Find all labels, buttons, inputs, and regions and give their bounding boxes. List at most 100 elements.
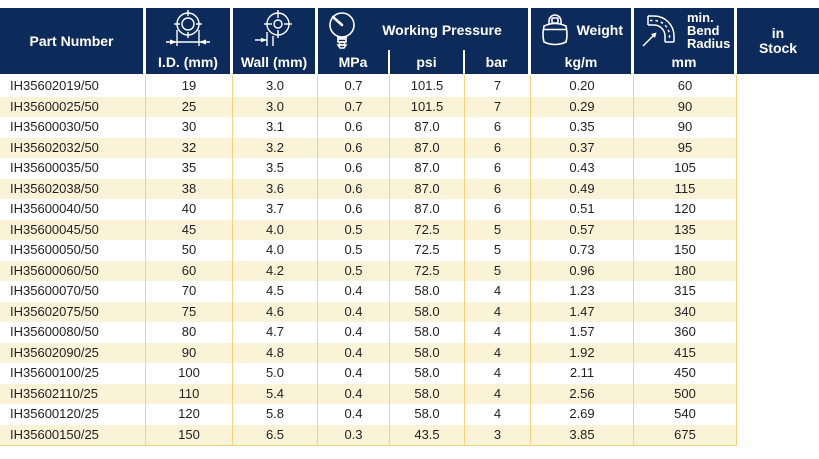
cell-kgm: 2.11	[531, 363, 634, 384]
cell-id: 35	[146, 158, 233, 179]
table-row: IH35600040/50 40 3.7 0.6 87.0 6 0.51 120	[0, 199, 819, 220]
cell-mm: 540	[634, 404, 737, 425]
hose-spec-table: Part Number	[0, 8, 819, 446]
cell-part: IH35600030/50	[0, 117, 146, 138]
cell-bar: 5	[465, 219, 531, 240]
cell-part: IH35600070/50	[0, 281, 146, 302]
cell-id: 38	[146, 178, 233, 199]
column-header-bar: bar	[465, 50, 531, 76]
table-row: IH35600045/50 45 4.0 0.5 72.5 5 0.57 135	[0, 219, 819, 240]
cell-mm: 675	[634, 424, 737, 446]
cell-mm: 450	[634, 363, 737, 384]
cell-bar: 4	[465, 404, 531, 425]
cell-kgm: 1.23	[531, 281, 634, 302]
table-row: IH35600070/50 70 4.5 0.4 58.0 4 1.23 315	[0, 281, 819, 302]
cell-kgm: 1.47	[531, 301, 634, 322]
cell-part: IH35600100/25	[0, 363, 146, 384]
cell-psi: 72.5	[390, 240, 465, 261]
weight-label: Weight	[576, 22, 623, 38]
cell-wall: 3.7	[233, 199, 318, 220]
cell-id: 32	[146, 137, 233, 158]
cell-stock	[737, 219, 819, 240]
cell-mm: 135	[634, 219, 737, 240]
cell-bar: 7	[465, 76, 531, 97]
table-row: IH35600120/25 120 5.8 0.4 58.0 4 2.69 540	[0, 404, 819, 425]
cell-mpa: 0.4	[318, 383, 390, 404]
table-row: IH35600035/50 35 3.5 0.6 87.0 6 0.43 105	[0, 158, 819, 179]
cell-mm: 500	[634, 383, 737, 404]
bend-radius-icon	[640, 10, 682, 50]
cell-stock	[737, 158, 819, 179]
table-body: IH35602019/50 19 3.0 0.7 101.5 7 0.20 60 IH35600…	[0, 76, 819, 446]
table-row: IH35600100/25 100 5.0 0.4 58.0 4 2.11 450	[0, 363, 819, 384]
cell-mpa: 0.7	[318, 76, 390, 97]
cell-stock	[737, 117, 819, 138]
cell-part: IH35602090/25	[0, 342, 146, 363]
cell-part: IH35602032/50	[0, 137, 146, 158]
cell-bar: 6	[465, 137, 531, 158]
table-header: Part Number	[0, 8, 819, 76]
pressure-gauge-icon	[324, 11, 360, 49]
cell-wall: 3.2	[233, 137, 318, 158]
cell-stock	[737, 342, 819, 363]
cell-mm: 60	[634, 76, 737, 97]
cell-part: IH35600045/50	[0, 219, 146, 240]
bend-radius-label: min. Bend Radius	[687, 9, 731, 51]
cell-part: IH35600120/25	[0, 404, 146, 425]
cell-bar: 6	[465, 199, 531, 220]
cell-bar: 3	[465, 424, 531, 446]
cell-psi: 58.0	[390, 322, 465, 343]
column-header-part-number: Part Number	[0, 8, 146, 76]
table-row: IH35600060/50 60 4.2 0.5 72.5 5 0.96 180	[0, 260, 819, 281]
cell-id: 110	[146, 383, 233, 404]
cell-mpa: 0.5	[318, 219, 390, 240]
cell-mpa: 0.4	[318, 404, 390, 425]
cell-wall: 3.0	[233, 96, 318, 117]
cell-psi: 72.5	[390, 260, 465, 281]
cell-stock	[737, 281, 819, 302]
cell-id: 60	[146, 260, 233, 281]
cell-kgm: 0.37	[531, 137, 634, 158]
cell-kgm: 3.85	[531, 424, 634, 446]
cell-mm: 105	[634, 158, 737, 179]
cell-psi: 58.0	[390, 363, 465, 384]
column-header-psi: psi	[390, 50, 465, 76]
cell-mpa: 0.4	[318, 281, 390, 302]
cell-id: 75	[146, 301, 233, 322]
cell-mm: 95	[634, 137, 737, 158]
column-header-weight: Weight	[531, 8, 634, 50]
cell-kgm: 0.51	[531, 199, 634, 220]
table-row: IH35600030/50 30 3.1 0.6 87.0 6 0.35 90	[0, 117, 819, 138]
cell-stock	[737, 383, 819, 404]
cell-kgm: 0.29	[531, 96, 634, 117]
cell-mpa: 0.4	[318, 301, 390, 322]
cell-mpa: 0.3	[318, 424, 390, 446]
column-header-mpa: MPa	[318, 50, 390, 76]
cell-part: IH35600150/25	[0, 424, 146, 446]
cell-kgm: 2.56	[531, 383, 634, 404]
cell-stock	[737, 178, 819, 199]
cell-psi: 87.0	[390, 178, 465, 199]
cell-stock	[737, 424, 819, 446]
column-header-working-pressure-group: Working Pressure	[318, 8, 531, 50]
cell-id: 25	[146, 96, 233, 117]
cell-bar: 4	[465, 322, 531, 343]
weight-icon	[537, 12, 573, 48]
cell-wall: 4.5	[233, 281, 318, 302]
column-header-mm: mm	[634, 50, 737, 76]
cell-psi: 58.0	[390, 301, 465, 322]
cell-id: 50	[146, 240, 233, 261]
cell-kgm: 0.96	[531, 260, 634, 281]
cell-wall: 6.5	[233, 424, 318, 446]
cell-mm: 120	[634, 199, 737, 220]
table-row: IH35602032/50 32 3.2 0.6 87.0 6 0.37 95	[0, 137, 819, 158]
cell-mpa: 0.6	[318, 117, 390, 138]
cell-stock	[737, 301, 819, 322]
cell-id: 45	[146, 219, 233, 240]
table-row: IH35602075/50 75 4.6 0.4 58.0 4 1.47 340	[0, 301, 819, 322]
cell-mm: 340	[634, 301, 737, 322]
cell-mpa: 0.6	[318, 158, 390, 179]
cell-id: 120	[146, 404, 233, 425]
cell-bar: 6	[465, 178, 531, 199]
cell-mpa: 0.7	[318, 96, 390, 117]
